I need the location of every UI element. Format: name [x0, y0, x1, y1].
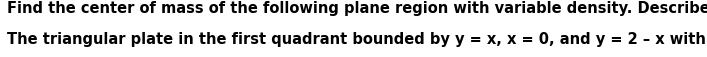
Text: Find the center of mass of the following plane region with variable density. Des: Find the center of mass of the following…: [7, 1, 707, 15]
Text: The triangular plate in the first quadrant bounded by y = x, x = 0, and y = 2 – : The triangular plate in the first quadra…: [7, 31, 707, 46]
